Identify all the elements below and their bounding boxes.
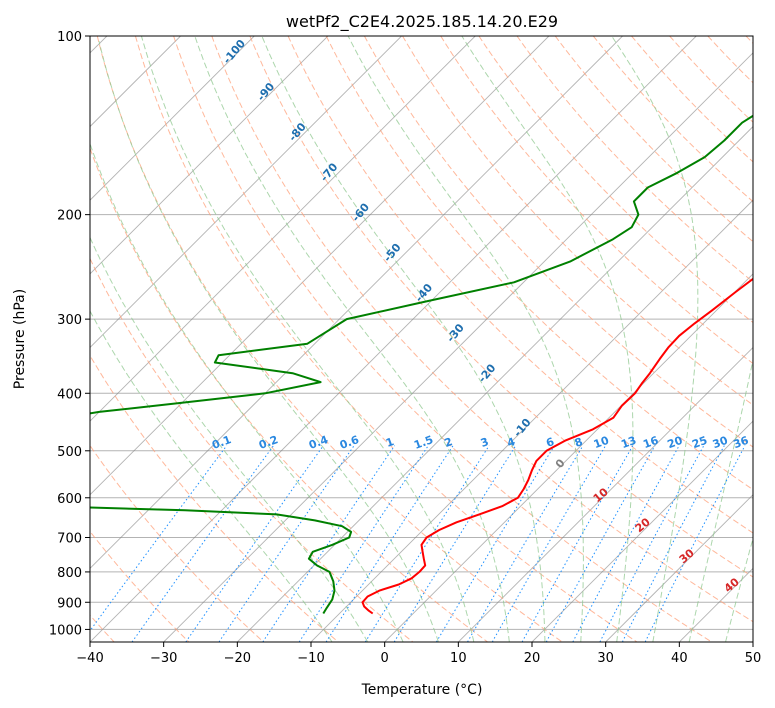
moist-adiabat-line	[611, 36, 699, 642]
dry-adiabat-line	[402, 36, 753, 406]
mixing-ratio-line	[467, 445, 584, 642]
mixing-ratio-line	[644, 445, 746, 642]
isotherm-line	[237, 125, 753, 642]
y-tick-label: 1000	[49, 623, 82, 638]
mixing-ratio-label: 8	[573, 435, 585, 450]
mixing-ratio-label: 36	[732, 434, 751, 452]
mixing-ratio-label: 6	[544, 435, 556, 450]
mixing-ratio-line	[364, 445, 490, 642]
dry-adiabat-line	[249, 36, 753, 578]
mixing-ratio-label: 0.6	[338, 433, 361, 452]
mixing-ratio-line	[262, 445, 396, 642]
temperature-profile-line	[361, 277, 753, 615]
mixing-ratio-label: 13	[619, 434, 638, 451]
isotherm-line	[90, 36, 329, 275]
mixing-ratio-line	[218, 445, 355, 642]
y-axis-label: Pressure (hPa)	[12, 289, 28, 389]
x-tick-label: 40	[671, 651, 688, 666]
y-tick-label: 600	[57, 492, 82, 507]
mixing-ratio-label: 2	[443, 435, 455, 450]
moist-adiabat-line	[90, 236, 369, 642]
mixing-ratio-label: 25	[690, 434, 709, 451]
dry-adiabat-line	[211, 36, 753, 623]
x-tick-label: −30	[150, 651, 177, 666]
x-tick-label: 0	[381, 651, 389, 666]
y-tick-label: 500	[57, 445, 82, 460]
isotherm-line	[90, 36, 402, 349]
x-tick-label: −20	[224, 651, 251, 666]
dry-adiabat-line	[90, 444, 264, 642]
mixing-ratio-line	[185, 445, 324, 642]
mixing-ratio-label: 0.1	[210, 433, 233, 452]
axes: −40 −30 −20 −10 0 10 20 30 40 5010020030040050060…	[49, 30, 761, 666]
y-tick-label: 200	[57, 209, 82, 224]
isotherm-line	[90, 36, 255, 201]
mixing-ratio-line	[545, 445, 656, 642]
isotherm-line	[458, 346, 753, 642]
dry-adiabat-line	[90, 257, 414, 642]
mixing-ratio-line	[435, 445, 555, 642]
background-lines	[90, 36, 753, 642]
moist-adiabat-line	[347, 36, 584, 642]
mixing-ratio-label: 1.5	[412, 433, 435, 452]
mixing-ratio-line	[393, 445, 517, 642]
moist-adiabat-line	[140, 36, 475, 642]
dry-adiabat-line	[363, 36, 753, 448]
mixing-ratio-label: 4	[505, 435, 517, 450]
y-tick-label: 400	[57, 387, 82, 402]
x-tick-label: 20	[524, 651, 541, 666]
dewpoint-profile-line	[90, 114, 753, 615]
isotherm-line	[605, 494, 753, 642]
isotherm-line	[310, 199, 753, 642]
moist-adiabat-line	[90, 142, 404, 642]
y-tick-label: 300	[57, 313, 82, 328]
mixing-ratio-label: 1	[384, 435, 396, 450]
dry-adiabat-line	[134, 36, 638, 642]
mixing-ratio-label: 3	[479, 435, 491, 450]
isotherm-line	[90, 36, 623, 570]
moist-adiabat-line	[98, 40, 439, 642]
isotherm-line	[163, 52, 753, 642]
dry-adiabat-line	[90, 530, 190, 642]
x-tick-label: −40	[76, 651, 103, 666]
mixing-ratio-label: 10	[592, 434, 611, 452]
x-tick-label: −10	[297, 651, 324, 666]
dry-adiabat-line	[96, 36, 563, 642]
dry-adiabat-line	[478, 36, 753, 324]
plot-area	[90, 36, 753, 642]
isotherm-line	[90, 36, 550, 496]
mixing-ratio-label: 16	[641, 434, 660, 452]
x-axis-label: Temperature (°C)	[361, 682, 483, 698]
mixing-ratio-label: 30	[711, 434, 730, 452]
series-lines	[90, 114, 753, 615]
mixing-ratio-label: 0.2	[257, 433, 280, 452]
dry-adiabat-line	[440, 36, 753, 365]
plot-frame	[89, 35, 754, 643]
chart-title: wetPf2_C2E4.2025.185.14.20.E29	[286, 12, 558, 32]
dry-adiabat-line	[516, 36, 753, 283]
dry-adiabat-line	[173, 36, 712, 642]
dry-adiabat-line	[592, 36, 753, 203]
isotherm-line	[531, 420, 753, 642]
isotherm-line	[90, 36, 476, 422]
mixing-ratio-label: 0.4	[307, 433, 330, 452]
mixing-ratio-label: 20	[666, 434, 685, 452]
mixing-ratio-line	[621, 445, 725, 642]
y-tick-label: 100	[57, 30, 82, 45]
mixing-ratio-line	[131, 445, 274, 642]
x-tick-label: 30	[597, 651, 614, 666]
dry-adiabat-line	[631, 36, 753, 163]
mixing-ratio-line	[90, 445, 228, 632]
y-tick-label: 700	[57, 532, 82, 547]
x-tick-label: 50	[745, 651, 762, 666]
isotherm-line	[90, 36, 697, 642]
y-tick-label: 800	[57, 566, 82, 581]
x-tick-label: 10	[450, 651, 467, 666]
mixing-ratio-line	[298, 445, 429, 642]
mixing-ratio-line	[325, 445, 454, 642]
isotherm-line	[384, 273, 753, 642]
y-tick-label: 900	[57, 596, 82, 611]
